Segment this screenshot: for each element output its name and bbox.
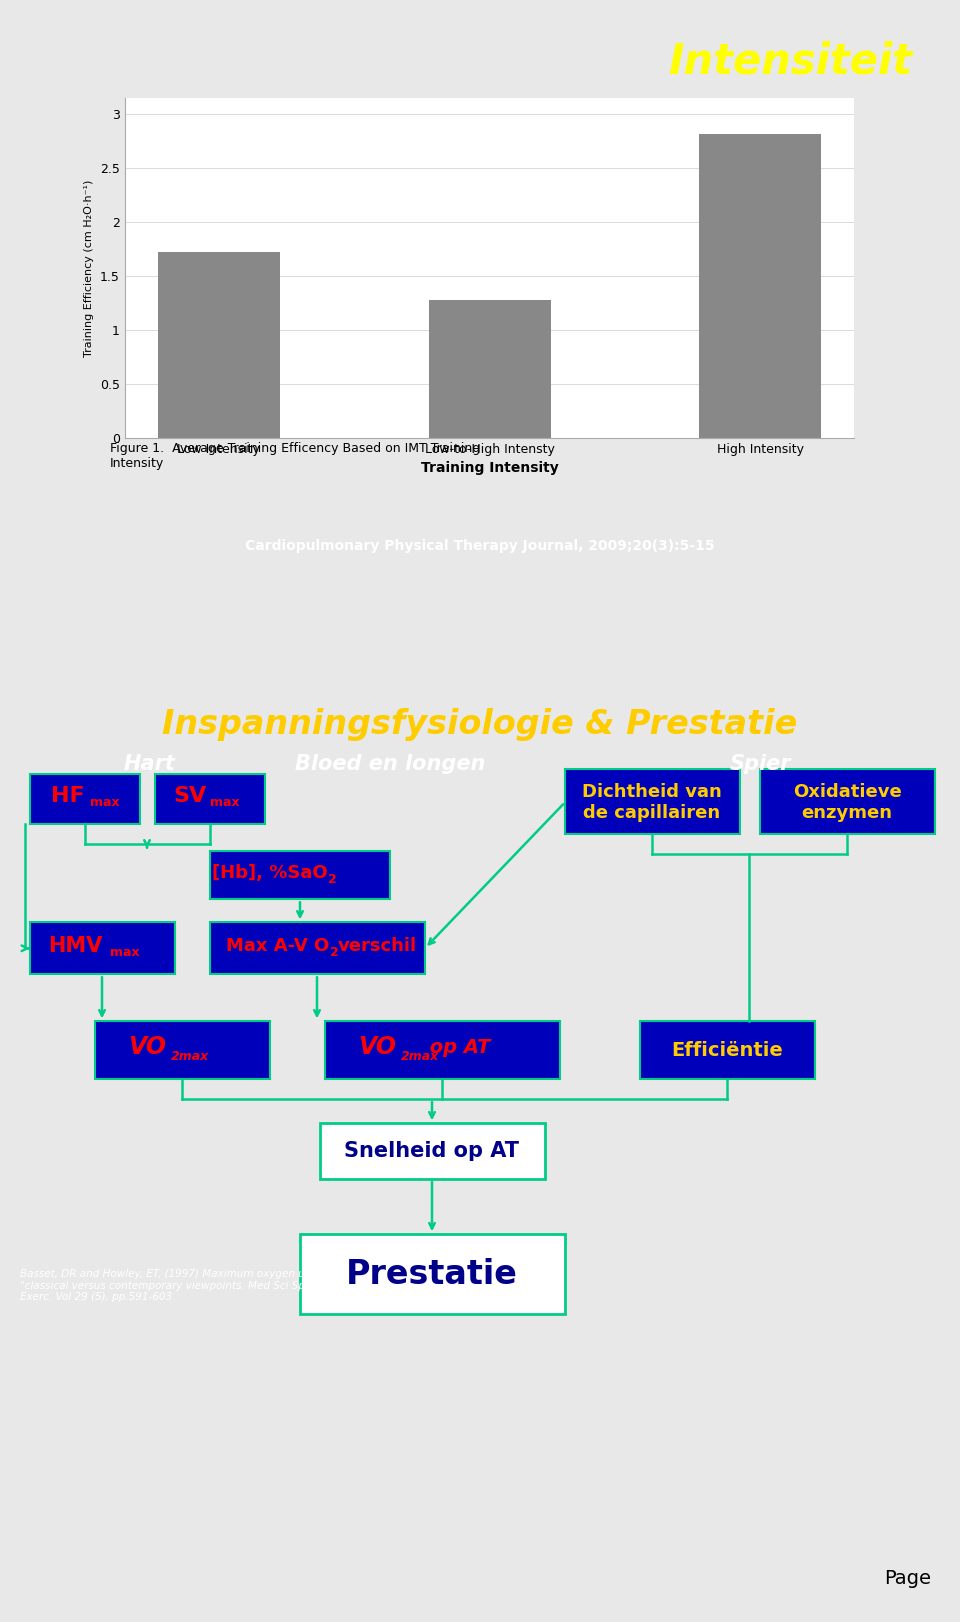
FancyBboxPatch shape xyxy=(210,923,425,975)
FancyBboxPatch shape xyxy=(155,774,265,824)
FancyBboxPatch shape xyxy=(210,852,390,899)
Text: Max A-V O: Max A-V O xyxy=(227,938,329,955)
Text: Page: Page xyxy=(884,1568,931,1588)
Bar xyxy=(700,133,821,438)
Text: Prestatie: Prestatie xyxy=(346,1257,518,1291)
Text: verschil: verschil xyxy=(338,938,418,955)
Text: HF: HF xyxy=(51,787,84,806)
FancyBboxPatch shape xyxy=(95,1022,270,1079)
FancyBboxPatch shape xyxy=(565,769,740,834)
Y-axis label: Training Efficiency (cm H₂O·h⁻¹): Training Efficiency (cm H₂O·h⁻¹) xyxy=(84,178,94,357)
FancyBboxPatch shape xyxy=(30,774,140,824)
Text: max: max xyxy=(110,946,139,959)
Text: max: max xyxy=(210,796,240,809)
Text: [Hb], %SaO: [Hb], %SaO xyxy=(212,865,327,882)
FancyBboxPatch shape xyxy=(320,1122,545,1179)
Text: 2: 2 xyxy=(328,873,337,886)
Text: max: max xyxy=(90,796,120,809)
Text: Efficiëntie: Efficiëntie xyxy=(671,1041,782,1059)
Text: Hart: Hart xyxy=(124,754,176,774)
Text: VO: VO xyxy=(358,1035,396,1059)
Text: Snelheid op AT: Snelheid op AT xyxy=(345,1142,519,1161)
Text: Inspanningsfysiologie & Prestatie: Inspanningsfysiologie & Prestatie xyxy=(162,707,798,741)
Text: op AT: op AT xyxy=(423,1038,491,1058)
FancyBboxPatch shape xyxy=(760,769,935,834)
X-axis label: Training Intensity: Training Intensity xyxy=(420,461,559,475)
FancyBboxPatch shape xyxy=(30,923,175,975)
Bar xyxy=(429,300,550,438)
Text: Figure 1.  Average Training Efficency Based on IMT Training
Intensity: Figure 1. Average Training Efficency Bas… xyxy=(110,441,480,470)
Text: 2max: 2max xyxy=(401,1049,440,1062)
Bar xyxy=(158,251,279,438)
Text: SV: SV xyxy=(174,787,206,806)
Text: Cardiopulmonary Physical Therapy Journal, 2009;20(3):5-15: Cardiopulmonary Physical Therapy Journal… xyxy=(245,539,715,553)
FancyBboxPatch shape xyxy=(325,1022,560,1079)
Text: Bloed en longen: Bloed en longen xyxy=(295,754,485,774)
Text: HMV: HMV xyxy=(48,936,102,957)
Text: 2: 2 xyxy=(330,946,339,959)
Text: Intensiteit: Intensiteit xyxy=(668,41,912,83)
Text: VO: VO xyxy=(128,1035,166,1059)
FancyBboxPatch shape xyxy=(300,1234,565,1314)
Text: Basset, DR and Howley, ET, (1997) Maximum oxygen uptake:
"classical versus conte: Basset, DR and Howley, ET, (1997) Maximu… xyxy=(20,1268,338,1302)
FancyBboxPatch shape xyxy=(640,1022,815,1079)
Text: Spier: Spier xyxy=(730,754,791,774)
Text: Dichtheid van
de capillairen: Dichtheid van de capillairen xyxy=(582,783,722,822)
Text: 2max: 2max xyxy=(171,1049,209,1062)
Text: Oxidatieve
enzymen: Oxidatieve enzymen xyxy=(793,783,901,822)
